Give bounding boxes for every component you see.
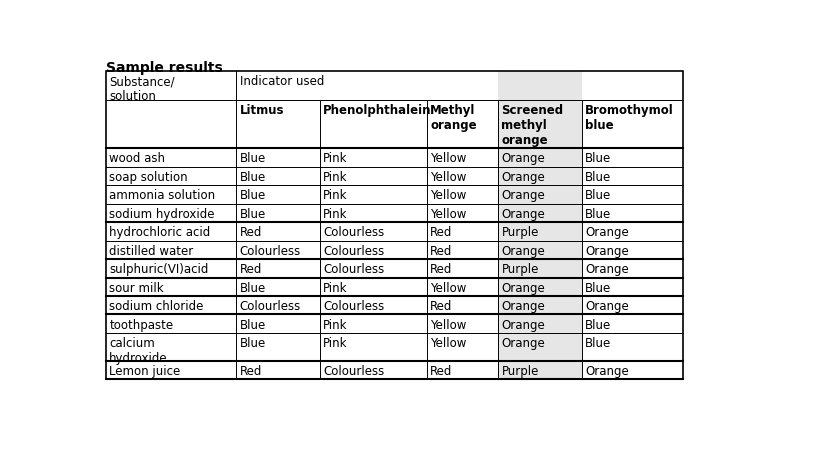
Text: ammonia solution: ammonia solution [110,189,215,202]
Text: Orange: Orange [501,281,545,294]
Text: Colourless: Colourless [324,299,384,313]
Text: Orange: Orange [501,189,545,202]
Text: Blue: Blue [239,170,266,183]
Text: Orange: Orange [501,170,545,183]
Text: Yellow: Yellow [430,207,467,220]
Text: Blue: Blue [586,318,612,331]
Text: Lemon juice: Lemon juice [110,364,181,377]
Text: Blue: Blue [586,170,612,183]
Text: Red: Red [239,364,262,377]
Text: Indicator used: Indicator used [239,75,324,88]
Text: Screened
methyl
orange: Screened methyl orange [501,104,563,147]
Text: Orange: Orange [586,364,629,377]
Text: Colourless: Colourless [239,244,301,257]
Text: Pink: Pink [324,170,348,183]
Text: Purple: Purple [501,263,539,275]
Text: Litmus: Litmus [239,104,284,117]
Text: Red: Red [430,226,453,239]
Text: Pink: Pink [324,336,348,349]
Text: Blue: Blue [586,207,612,220]
Text: Orange: Orange [586,263,629,275]
Text: sodium hydroxide: sodium hydroxide [110,207,215,220]
Text: Blue: Blue [586,152,612,165]
Text: Red: Red [430,364,453,377]
Text: Yellow: Yellow [430,281,467,294]
Text: Pink: Pink [324,189,348,202]
Text: Orange: Orange [501,318,545,331]
Text: Yellow: Yellow [430,152,467,165]
Text: Substance/
solution: Substance/ solution [110,75,175,103]
Text: Pink: Pink [324,318,348,331]
Text: Yellow: Yellow [430,170,467,183]
Text: Colourless: Colourless [324,244,384,257]
Text: Blue: Blue [239,189,266,202]
Text: Purple: Purple [501,226,539,239]
Text: Pink: Pink [324,207,348,220]
Text: Pink: Pink [324,281,348,294]
Text: Red: Red [239,263,262,275]
Text: Yellow: Yellow [430,189,467,202]
Text: sulphuric(VI)acid: sulphuric(VI)acid [110,263,209,275]
Text: Yellow: Yellow [430,336,467,349]
Text: Red: Red [239,226,262,239]
Text: Colourless: Colourless [324,364,384,377]
Text: Orange: Orange [501,152,545,165]
Text: calcium
hydroxide: calcium hydroxide [110,336,168,364]
Text: Red: Red [430,299,453,313]
Text: Orange: Orange [586,226,629,239]
Text: Yellow: Yellow [430,318,467,331]
Text: Colourless: Colourless [324,226,384,239]
Text: Red: Red [430,244,453,257]
Text: wood ash: wood ash [110,152,165,165]
Text: sour milk: sour milk [110,281,164,294]
Text: Blue: Blue [239,207,266,220]
Text: Blue: Blue [239,281,266,294]
Text: soap solution: soap solution [110,170,188,183]
Text: Colourless: Colourless [324,263,384,275]
Text: Colourless: Colourless [239,299,301,313]
Text: hydrochloric acid: hydrochloric acid [110,226,210,239]
Text: distilled water: distilled water [110,244,193,257]
Text: Blue: Blue [586,189,612,202]
Text: Bromothymol
blue: Bromothymol blue [586,104,674,132]
Text: Blue: Blue [239,336,266,349]
Text: Blue: Blue [586,281,612,294]
Text: Sample results: Sample results [106,61,223,75]
Bar [499,72,582,379]
Text: Orange: Orange [501,207,545,220]
Text: Methyl
orange: Methyl orange [430,104,477,132]
Text: Blue: Blue [239,152,266,165]
Text: Orange: Orange [501,299,545,313]
Text: Phenolphthalein: Phenolphthalein [324,104,432,117]
Text: Red: Red [430,263,453,275]
Text: Orange: Orange [586,299,629,313]
Text: Blue: Blue [586,336,612,349]
Text: sodium chloride: sodium chloride [110,299,204,313]
Bar [106,72,683,379]
Text: Pink: Pink [324,152,348,165]
Text: Purple: Purple [501,364,539,377]
Text: Orange: Orange [501,244,545,257]
Text: Blue: Blue [239,318,266,331]
Text: Orange: Orange [501,336,545,349]
Text: Orange: Orange [586,244,629,257]
Text: toothpaste: toothpaste [110,318,174,331]
